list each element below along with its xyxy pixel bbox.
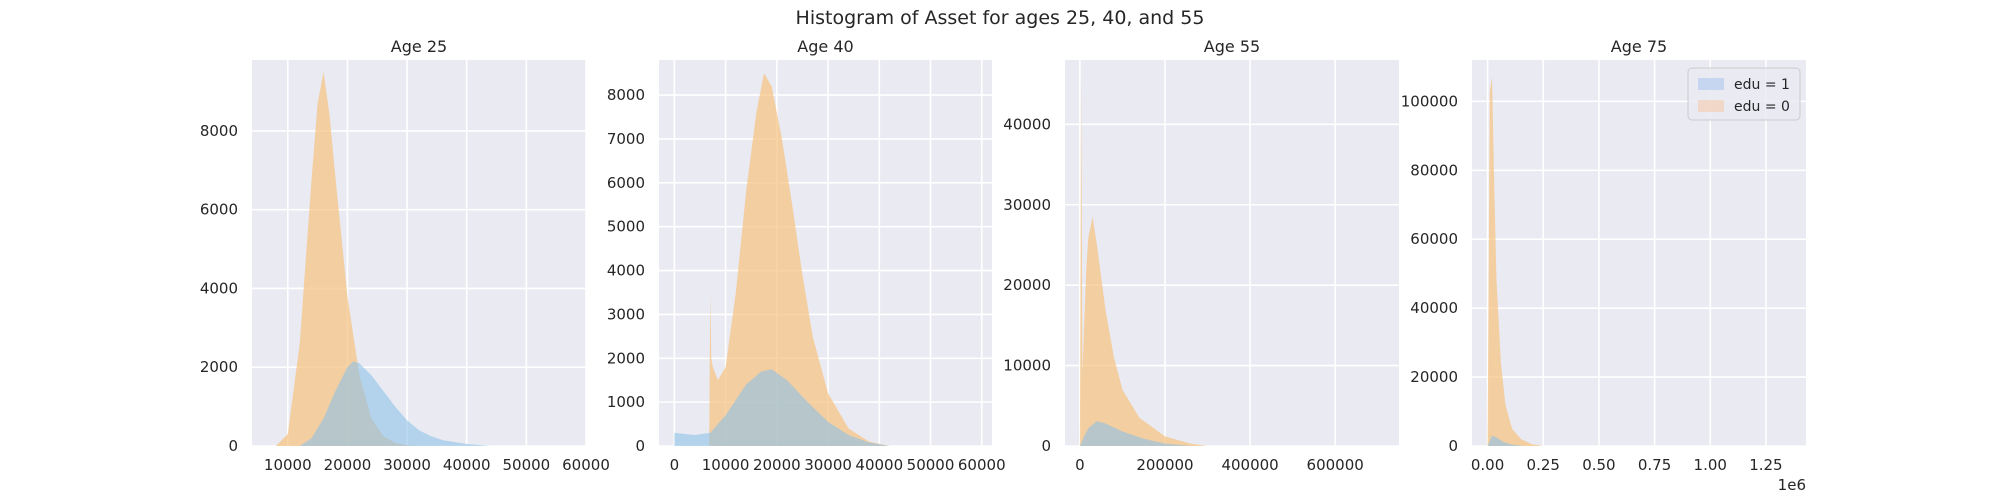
histogram-series-edu1 [1487,435,1524,446]
x-tick-label: 50000 [502,456,550,474]
x-tick-label: 600000 [1307,456,1364,474]
legend-swatch [1698,100,1724,112]
histogram-series-edu1 [1079,421,1191,446]
histogram-series-edu0 [1079,76,1208,446]
y-tick-label: 8000 [607,86,645,104]
x-tick-label: 40000 [443,456,491,474]
subplot-4: Age 75 0.00 0.25 0.50 0.75 1.00 1.25 0 20000 4000… [1401,37,1806,494]
y-tick-label: 10000 [1003,357,1051,375]
y-tick-label: 0 [1041,437,1051,455]
subplot-3: Age 55 0 200000 400000 600000 0 10000 20000 3000… [1003,37,1399,474]
x-tick-label: 1.00 [1694,456,1727,474]
histogram-series-edu1 [299,361,491,446]
x-offset-label: 1e6 [1778,476,1806,494]
y-tick-label: 40000 [1003,115,1051,133]
x-tick-label: 400000 [1221,456,1278,474]
x-tick-label: 60000 [958,456,1006,474]
histogram-series-edu1 [674,369,890,446]
y-tick-label: 100000 [1401,92,1458,110]
x-tick-label: 0 [670,456,680,474]
x-tick-label: 0.75 [1638,456,1671,474]
subplot-2: Age 40 0 10000 20000 30000 40000 50000 60000 0 10… [607,37,1006,474]
x-tick-label: 10000 [702,456,750,474]
histogram-series-edu0 [275,71,419,446]
x-tick-label: 10000 [264,456,312,474]
x-tick-label: 60000 [562,456,610,474]
y-tick-label: 3000 [607,305,645,323]
legend-swatch [1698,78,1724,90]
x-tick-label: 30000 [804,456,852,474]
x-tick-label: 0.25 [1527,456,1560,474]
y-tick-label: 30000 [1003,196,1051,214]
histogram-series-edu0 [709,73,890,446]
subplot-1: Age 25 10000 20000 30000 40000 50000 60000 0 200… [200,37,610,474]
y-tick-label: 20000 [1003,276,1051,294]
y-tick-label: 6000 [200,201,238,219]
y-tick-label: 2000 [200,358,238,376]
subplot-title: Age 55 [1204,37,1260,56]
subplot-title: Age 40 [797,37,853,56]
figure-title: Histogram of Asset for ages 25, 40, and … [796,7,1205,29]
y-tick-label: 0 [1448,437,1458,455]
x-tick-label: 40000 [855,456,903,474]
plot-area [1472,60,1806,446]
y-tick-label: 0 [228,437,238,455]
x-tick-label: 30000 [383,456,431,474]
y-tick-label: 6000 [607,174,645,192]
histogram-series-edu0 [1487,77,1544,446]
x-tick-label: 0 [1075,456,1085,474]
y-tick-label: 40000 [1410,299,1458,317]
y-tick-label: 5000 [607,218,645,236]
y-tick-label: 60000 [1410,230,1458,248]
y-tick-label: 7000 [607,130,645,148]
x-tick-label: 0.50 [1582,456,1615,474]
y-tick-label: 1000 [607,393,645,411]
y-tick-label: 20000 [1410,368,1458,386]
y-tick-label: 4000 [200,279,238,297]
x-tick-label: 200000 [1136,456,1193,474]
legend-label: edu = 1 [1734,77,1790,93]
y-tick-label: 4000 [607,262,645,280]
subplot-title: Age 25 [391,37,447,56]
x-tick-label: 0.00 [1471,456,1504,474]
x-tick-label: 20000 [753,456,801,474]
y-tick-label: 2000 [607,349,645,367]
y-tick-label: 0 [635,437,645,455]
legend-label: edu = 0 [1734,99,1790,115]
legend: edu = 1 edu = 0 [1687,67,1801,121]
y-tick-label: 8000 [200,122,238,140]
x-tick-label: 20000 [324,456,372,474]
subplot-title: Age 75 [1611,37,1667,56]
y-tick-label: 80000 [1410,161,1458,179]
x-tick-label: 1.25 [1749,456,1782,474]
x-tick-label: 50000 [907,456,955,474]
